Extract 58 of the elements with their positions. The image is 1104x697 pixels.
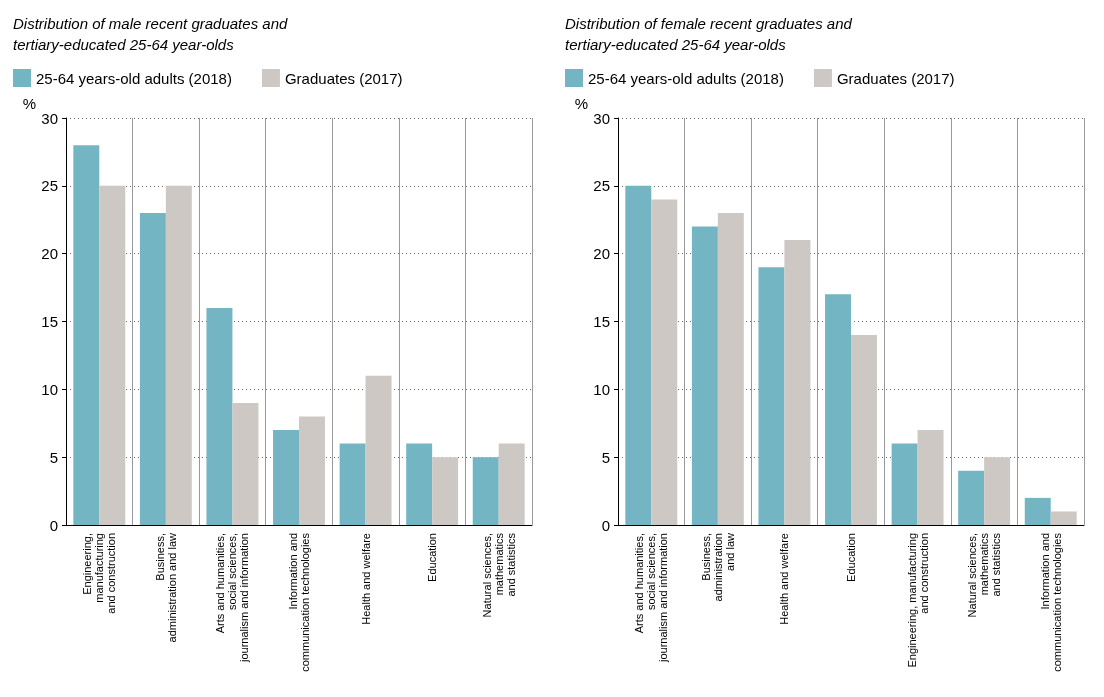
y-tick-label: 0 bbox=[49, 516, 58, 534]
y-tick-label: 30 bbox=[41, 109, 58, 127]
bar bbox=[625, 185, 652, 525]
x-tick-label: Health and welfare bbox=[778, 533, 791, 625]
bar bbox=[498, 443, 525, 525]
bar bbox=[1050, 511, 1077, 525]
bar bbox=[406, 443, 433, 525]
bar bbox=[165, 185, 192, 525]
legend-label: 25-64 years-old adults (2018) bbox=[588, 69, 784, 87]
chart-title: Distribution of female recent graduates and tertiary-educated 25-64 year-olds bbox=[565, 15, 853, 53]
y-tick-label: 5 bbox=[601, 448, 610, 466]
bar bbox=[825, 294, 851, 525]
legend-label: Graduates (2017) bbox=[836, 69, 955, 87]
x-tick-label: Education bbox=[845, 533, 857, 582]
chart-title: Distribution of male recent graduates and tertiary-educated 25-64 year-olds bbox=[13, 15, 288, 53]
bar bbox=[758, 267, 785, 525]
y-axis-title: % bbox=[22, 94, 36, 112]
bar bbox=[784, 240, 811, 525]
bar bbox=[299, 416, 325, 525]
bar bbox=[339, 443, 366, 525]
y-tick-label: 15 bbox=[41, 313, 58, 330]
bar bbox=[984, 457, 1011, 525]
y-tick-label: 25 bbox=[41, 177, 58, 195]
bar bbox=[139, 212, 166, 525]
bar bbox=[365, 375, 392, 525]
bar bbox=[273, 430, 299, 525]
bar bbox=[891, 443, 918, 525]
x-tick-label: Health and welfare bbox=[359, 533, 372, 625]
bar bbox=[917, 430, 944, 525]
bar bbox=[651, 199, 678, 525]
y-tick-label: 30 bbox=[593, 109, 610, 127]
legend-label: 25-64 years-old adults (2018) bbox=[36, 69, 232, 87]
bar bbox=[958, 470, 985, 525]
x-tick-label: Natural sciences, mathematics and statistics bbox=[480, 532, 517, 618]
bar bbox=[99, 185, 126, 525]
bar bbox=[432, 457, 459, 525]
bar bbox=[1024, 497, 1051, 525]
y-tick-label: 10 bbox=[593, 380, 610, 398]
bar bbox=[206, 307, 233, 525]
y-tick-label: 10 bbox=[41, 380, 58, 398]
bar bbox=[851, 335, 877, 525]
x-tick-label: Education bbox=[426, 533, 439, 582]
y-axis-title: % bbox=[574, 94, 588, 112]
bar bbox=[691, 226, 718, 525]
x-tick-label: Engineering, manufacturing and construction bbox=[905, 533, 930, 668]
bar bbox=[73, 145, 100, 525]
y-tick-label: 20 bbox=[593, 245, 610, 263]
legend-label: Graduates (2017) bbox=[284, 69, 403, 87]
y-tick-label: 20 bbox=[41, 245, 58, 263]
y-tick-label: 15 bbox=[593, 313, 610, 330]
bar bbox=[717, 212, 744, 525]
y-tick-label: 25 bbox=[593, 177, 610, 195]
bar bbox=[232, 402, 259, 525]
y-tick-label: 0 bbox=[601, 516, 610, 534]
bar bbox=[472, 457, 499, 525]
y-tick-label: 5 bbox=[49, 448, 58, 466]
x-tick-label: Engineering, manufacturing and construction bbox=[81, 533, 118, 614]
x-tick-label: Business, administration and law bbox=[699, 532, 736, 602]
